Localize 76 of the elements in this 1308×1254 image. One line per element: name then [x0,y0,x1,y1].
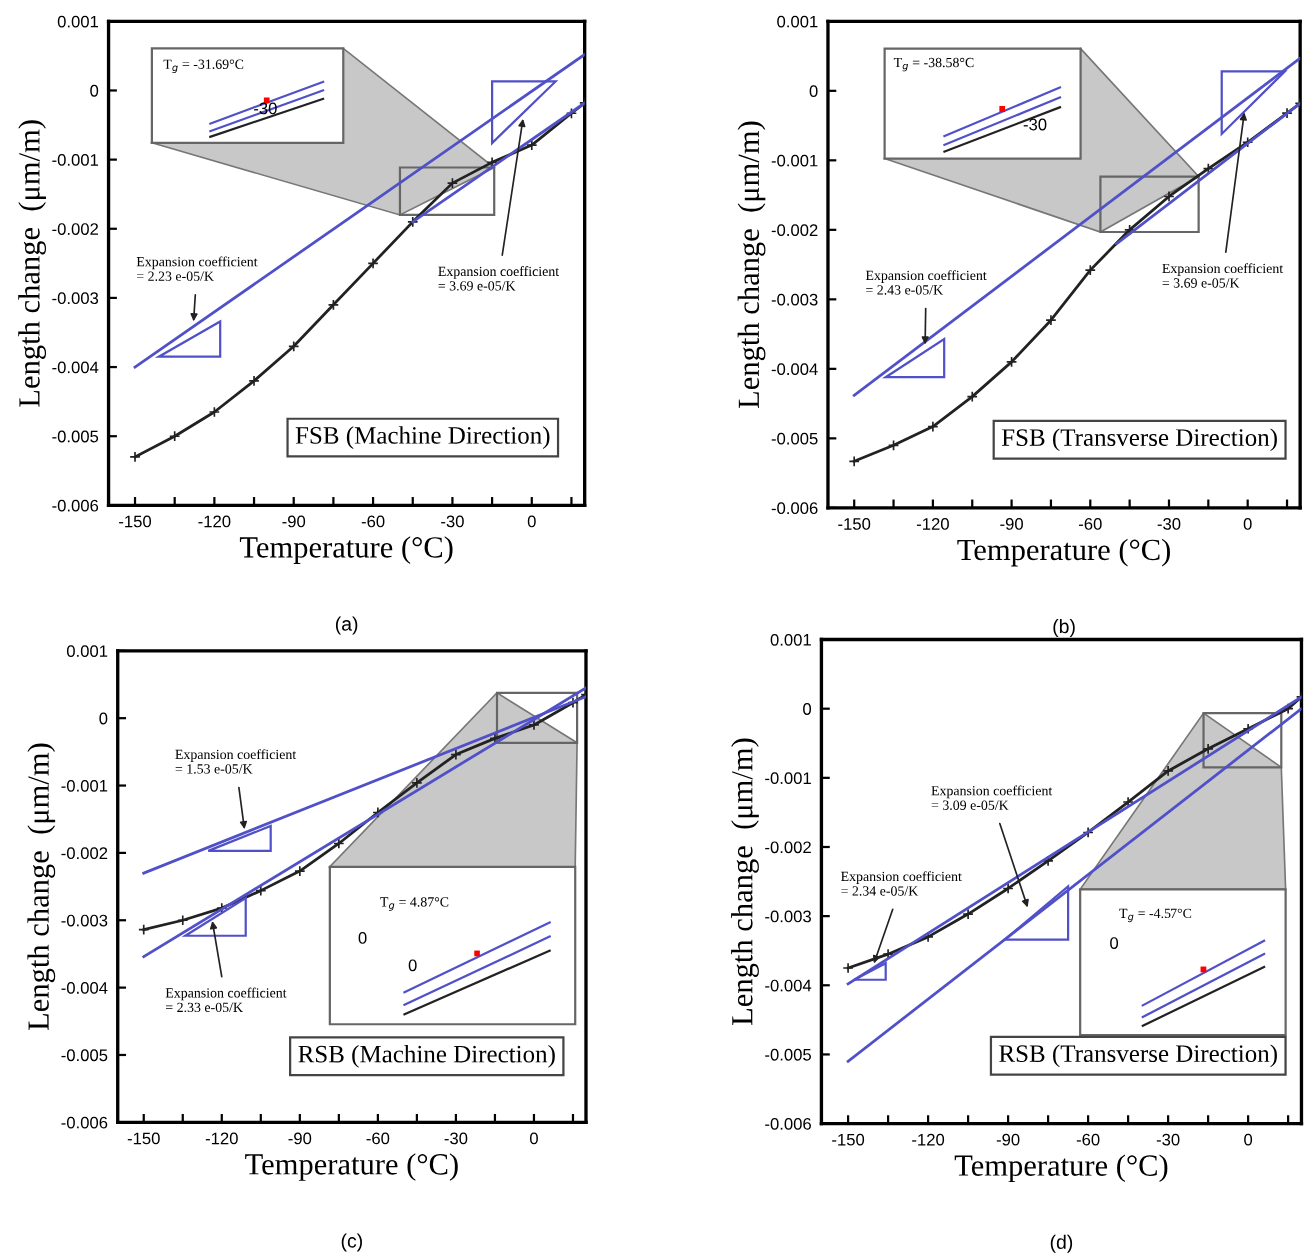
x-tick-label: -120 [912,1133,945,1146]
y-tick-label: -0.001 [765,772,811,785]
y-tick-label: -0.005 [771,432,818,445]
x-tick-label: 0 [1244,1133,1253,1146]
x-tick-label: -60 [361,515,385,528]
y-tick-label: -0.004 [52,361,99,374]
y-axis-title: Length change (μm/m) [737,121,766,409]
y-tick-label: -0.002 [52,223,99,235]
y-tick-label: -0.006 [771,502,818,515]
x-tick-label: 0 [527,515,536,528]
x-tick-label: -150 [127,1132,160,1145]
x-tick-label: 0 [529,1132,538,1145]
text: (b) [1053,618,1075,638]
y-tick-label: -0.006 [52,499,99,512]
x-tick-label: -30 [1157,518,1181,530]
text: (a) [335,616,358,635]
y-tick-label: -0.004 [765,979,812,992]
y-tick-label: -0.004 [61,982,108,994]
y-tick-label: -0.006 [765,1117,811,1130]
y-tick-label: 0 [99,712,108,725]
y-tick-label: 0.001 [57,15,99,28]
x-axis-title: Temperature (°C) [957,538,1170,567]
y-tick-label: 0 [809,85,818,98]
y-tick-label: -0.001 [771,154,818,167]
y-axis-title: Length change (μm/m) [731,738,759,1026]
annotation: -30 [1023,118,1047,131]
x-tick-label: -90 [288,1132,312,1145]
x-tick-label: -150 [832,1133,865,1146]
y-tick-label: -0.003 [52,292,99,305]
annotation: 0 [1110,937,1119,949]
y-tick-label: -0.005 [52,430,99,443]
x-tick-label: -90 [282,515,306,528]
y-axis-title: Length change (μm/m) [18,120,47,407]
x-axis-title: Temperature (°C) [245,1153,458,1181]
y-tick-label: 0.001 [777,15,818,28]
annotation: 0 [408,959,417,972]
y-tick-label: -0.006 [61,1116,108,1129]
x-axis-title: Temperature (°C) [954,1154,1168,1183]
y-tick-label: -0.003 [771,293,818,306]
annotation: RSB (Transverse Direction) [999,1044,1277,1068]
x-tick-label: -90 [1000,518,1023,530]
y-tick-label: -0.002 [765,841,811,854]
x-tick-label: -120 [916,518,949,530]
y-tick-label: -0.002 [61,847,108,860]
annotation: 0 [358,932,367,944]
y-tick-label: 0 [90,84,99,97]
y-tick-label: -0.004 [771,363,818,376]
annotation: RSB (Machine Direction) [298,1044,555,1068]
y-tick-label: 0.001 [66,645,108,658]
x-tick-label: -30 [444,1132,468,1145]
text: (c) [341,1233,362,1252]
x-tick-label: -60 [1078,518,1102,530]
y-tick-label: -0.003 [61,914,108,927]
y-tick-label: 0 [803,703,812,715]
x-tick-label: -120 [205,1132,238,1145]
x-tick-label: -150 [119,515,152,528]
y-tick-label: -0.005 [765,1048,812,1061]
x-tick-label: 0 [1243,518,1252,530]
y-tick-label: -0.003 [765,910,811,923]
y-tick-label: -0.001 [52,154,99,166]
x-tick-label: -30 [1156,1133,1180,1146]
x-tick-label: -150 [838,518,871,530]
x-tick-label: -120 [198,515,231,528]
text: (d) [1050,1234,1073,1253]
y-tick-label: -0.002 [771,224,818,237]
annotation: FSB (Transverse Direction) [1001,428,1277,452]
annotation: FSB (Machine Direction) [295,426,550,449]
x-tick-label: -90 [996,1133,1020,1146]
x-axis-title: Temperature (°C) [239,536,453,564]
y-tick-label: -0.001 [61,779,108,792]
y-axis-title: Length change (μm/m) [27,743,56,1031]
x-tick-label: -60 [1076,1133,1100,1146]
y-tick-label: -0.005 [61,1049,108,1062]
y-tick-label: 0.001 [770,633,811,646]
x-tick-label: -60 [366,1132,390,1145]
x-tick-label: -30 [441,515,464,528]
